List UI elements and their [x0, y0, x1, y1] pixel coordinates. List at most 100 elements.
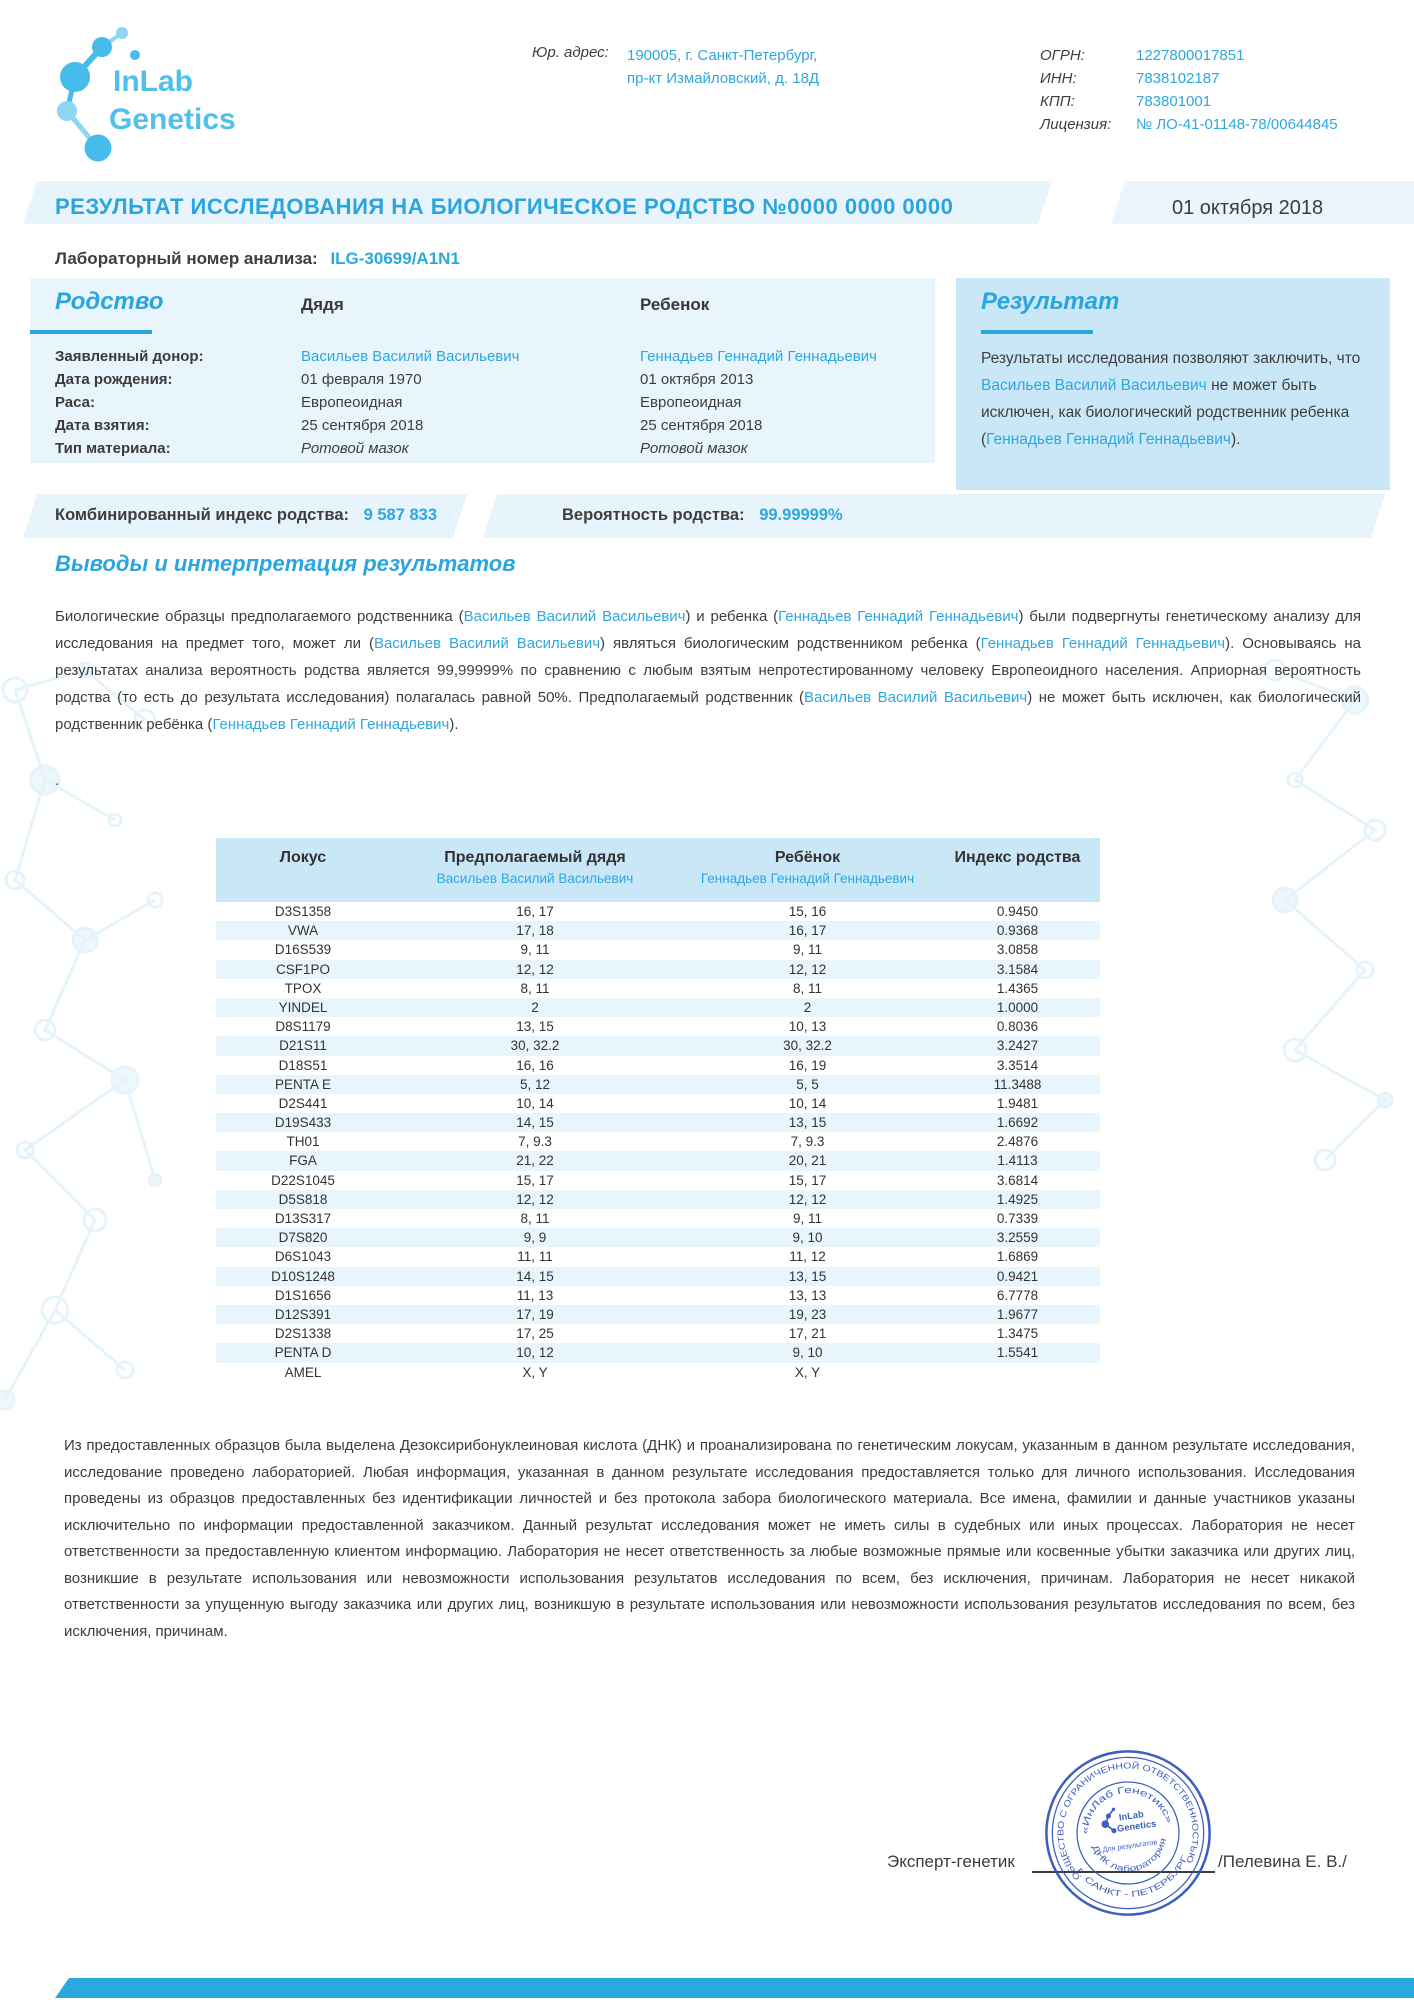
child-alleles-cell: 13, 15	[788, 1268, 827, 1284]
uncle-alleles-cell: 9, 11	[520, 942, 550, 958]
probability-line: Вероятность родства: 99.99999%	[562, 506, 843, 525]
uncle-alleles-cell: 12, 12	[516, 961, 554, 977]
child-alleles-cell: 16, 19	[788, 1057, 827, 1073]
person-name: Геннадьев Геннадий Геннадьевич	[778, 608, 1019, 625]
ogrn-label: ОГРН:	[1040, 47, 1085, 64]
index-cell: 2.4876	[996, 1134, 1039, 1150]
lab-number-line: Лабораторный номер анализа: ILG-30699/A1…	[55, 249, 460, 269]
index-cell: 1.6692	[996, 1115, 1039, 1131]
kinship-row: Раса: Европеоидная Европеоидная	[30, 394, 935, 417]
combined-index-line: Комбинированный индекс родства: 9 587 83…	[55, 506, 437, 525]
registry-block: ОГРН: 1227800017851 ИНН: 7838102187 КПП:…	[1040, 44, 1338, 136]
locus-cell: D19S433	[274, 1115, 332, 1131]
child-alleles-cell: 17, 21	[788, 1326, 827, 1342]
registry-row: КПП: 783801001	[1040, 90, 1338, 113]
uncle-alleles-cell: 10, 12	[516, 1345, 554, 1361]
table-row: D8S1179 13, 15 10, 13 0.8036	[216, 1017, 1100, 1036]
locus-cell: D2S1338	[274, 1326, 332, 1342]
header-child-subtitle: Геннадьев Геннадий Геннадьевич	[700, 871, 915, 886]
index-cell: 1.5541	[996, 1345, 1039, 1361]
child-alleles-cell: 5, 5	[796, 1076, 819, 1092]
header-child-label: Ребёнок	[774, 849, 841, 866]
field-value: Европеоидная	[640, 394, 742, 411]
document-title: РЕЗУЛЬТАТ ИССЛЕДОВАНИЯ НА БИОЛОГИЧЕСКОЕ …	[55, 194, 954, 219]
registry-row: ИНН: 7838102187	[1040, 67, 1338, 90]
header-uncle-label: Предполагаемый дядя	[444, 849, 626, 866]
child-alleles-cell: 15, 16	[788, 904, 827, 919]
table-row: D12S391 17, 19 19, 23 1.9677	[216, 1304, 1100, 1325]
uncle-alleles-cell: 5, 12	[519, 1076, 551, 1092]
index-cell: 0.7339	[996, 1211, 1039, 1226]
locus-cell: AMEL	[284, 1364, 322, 1380]
field-label: Дата взятия:	[55, 417, 150, 434]
table-row: D3S1358 16, 17 15, 16 0.9450	[216, 902, 1100, 921]
index-cell: 1.4925	[996, 1191, 1039, 1207]
index-cell: 3.2427	[996, 1038, 1039, 1054]
table-row: TH01 7, 9.3 7, 9.3 2.4876	[216, 1132, 1100, 1151]
field-label: Дата рождения:	[55, 371, 173, 388]
logo-text-line2: Genetics	[109, 103, 236, 136]
molecule-icon	[57, 27, 140, 162]
field-label: Тип материала:	[55, 440, 171, 457]
locus-cell: VWA	[287, 923, 319, 939]
uncle-alleles-cell: 8, 11	[520, 1211, 550, 1226]
result-text: Результаты исследования позволяют заключ…	[981, 345, 1373, 453]
address-label: Юр. адрес:	[532, 44, 609, 61]
inn-value: 7838102187	[1136, 70, 1220, 87]
conclusions-title: Выводы и интерпретация результатов	[55, 551, 516, 576]
table-row: D7S820 9, 9 9, 10 3.2559	[216, 1228, 1100, 1248]
person-name: Геннадьев Геннадий Геннадьевич	[212, 716, 450, 733]
child-alleles-cell: 16, 17	[788, 923, 827, 939]
index-cell: 3.6814	[996, 1172, 1039, 1188]
table-row: D16S539 9, 11 9, 11 3.0858	[216, 940, 1100, 959]
locus-cell: PENTA E	[274, 1076, 332, 1092]
index-cell: 3.1584	[996, 961, 1039, 977]
field-label: Раса:	[55, 394, 96, 411]
table-row: D2S1338 17, 25 17, 21 1.3475	[216, 1324, 1100, 1343]
footer-bar	[55, 1978, 1414, 1998]
table-row: D21S11 30, 32.2 30, 32.2 3.2427	[216, 1036, 1100, 1056]
index-cell: 3.0858	[996, 942, 1039, 958]
table-row: FGA 21, 22 20, 21 1.4113	[216, 1151, 1100, 1171]
inn-label: ИНН:	[1040, 70, 1077, 87]
text-segment: ).	[449, 716, 459, 733]
uncle-alleles-cell: 30, 32.2	[510, 1038, 560, 1054]
registry-row: ОГРН: 1227800017851	[1040, 44, 1338, 67]
uncle-alleles-cell: 13, 15	[516, 1019, 554, 1035]
kinship-col2-header: Ребенок	[640, 295, 710, 314]
table-row: D5S818 12, 12 12, 12 1.4925	[216, 1189, 1100, 1209]
table-row: VWA 17, 18 16, 17 0.9368	[216, 921, 1100, 941]
index-cell: 1.3475	[996, 1326, 1039, 1342]
text-segment: ) не может быть исключен, как биологичес…	[55, 689, 1361, 733]
disclaimer-text: Из предоставленных образцов была выделен…	[64, 1437, 1355, 1640]
molecule-watermark-right	[1263, 658, 1394, 1172]
child-alleles-cell: 12, 12	[788, 1191, 827, 1207]
uncle-alleles-cell: 17, 19	[516, 1306, 554, 1322]
header-uncle: Предполагаемый дядя Васильев Василий Вас…	[390, 838, 680, 902]
uncle-alleles-cell: 2	[531, 999, 539, 1015]
license-label: Лицензия:	[1040, 116, 1112, 133]
child-alleles-cell: 20, 21	[788, 1153, 827, 1169]
loci-table-body: D3S1358 16, 17 15, 16 0.9450 VWA 17, 18 16, 17…	[216, 902, 1100, 1382]
probability-value: 99.99999%	[759, 506, 843, 524]
signature-line	[1032, 1824, 1215, 1873]
field-value: 01 февраля 1970	[301, 371, 422, 388]
stamp-center-line1: InLab	[1118, 1809, 1144, 1822]
table-row: D10S1248 14, 15 13, 15 0.9421	[216, 1266, 1100, 1286]
index-cell: 0.9368	[996, 923, 1039, 939]
combined-index-label: Комбинированный индекс родства:	[55, 506, 349, 524]
table-row: YINDEL 2 2 1.0000	[216, 997, 1100, 1018]
company-logo: InLab Genetics	[57, 27, 236, 162]
child-alleles-cell: 10, 13	[788, 1019, 827, 1035]
signature-name: /Пелевина Е. В./	[1218, 1852, 1347, 1871]
person-name: Геннадьев Геннадий Геннадьевич	[986, 431, 1231, 448]
child-alleles-cell: X, Y	[794, 1364, 821, 1380]
table-row: D1S1656 11, 13 13, 13 6.7778	[216, 1286, 1100, 1305]
kinship-rows: Заявленный донор: Васильев Василий Василь…	[30, 348, 935, 463]
child-alleles-cell: 2	[803, 999, 812, 1015]
address-value: 190005, г. Санкт-Петербург, пр-кт Измайл…	[627, 44, 819, 90]
table-row: PENTA E 5, 12 5, 5 11.3488	[216, 1074, 1100, 1094]
index-cell: 3.2559	[996, 1230, 1039, 1246]
locus-cell: D1S1656	[274, 1287, 332, 1303]
index-cell: 1.4365	[996, 980, 1039, 996]
